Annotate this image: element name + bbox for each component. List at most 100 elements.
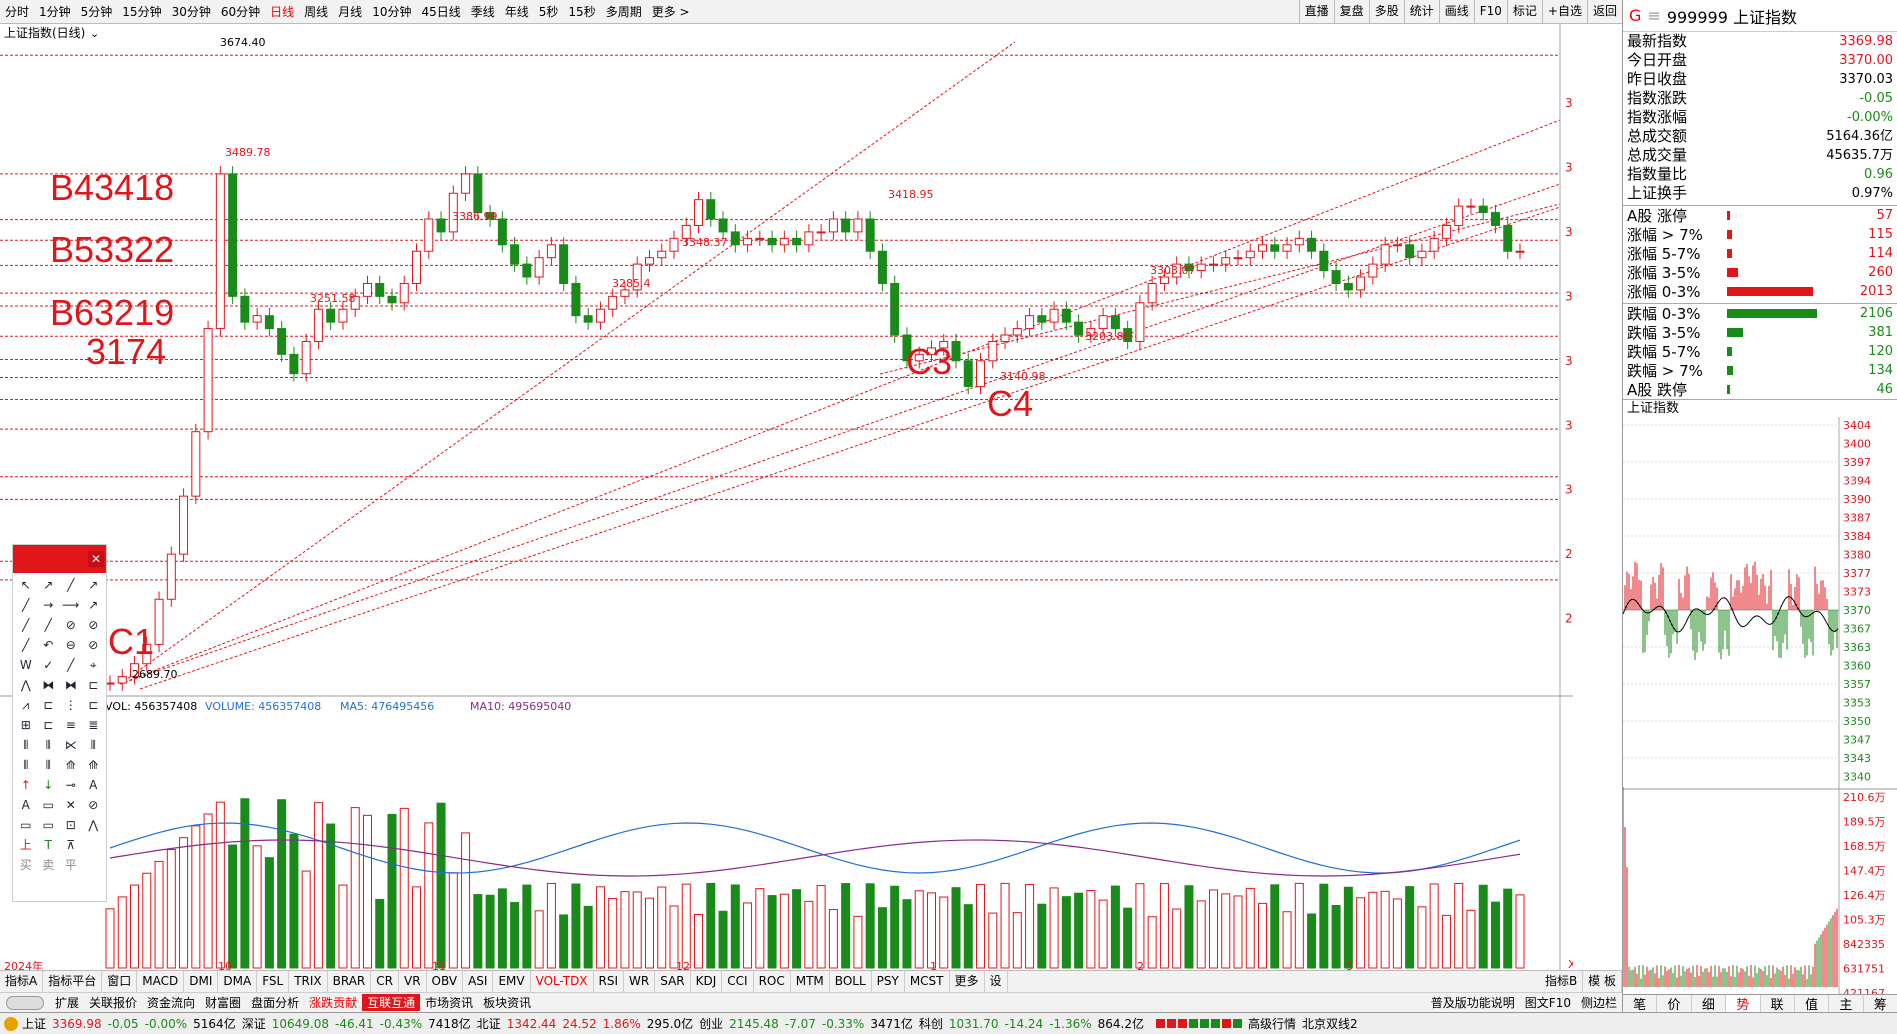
period-5[interactable]: 60分钟 <box>220 5 261 19</box>
draw-tool-icon-52[interactable]: 上 <box>19 838 32 852</box>
panel-tab-6[interactable]: 主 <box>1829 995 1864 1016</box>
draw-tool-icon-49[interactable]: ▭ <box>42 818 54 832</box>
draw-tool-icon-17[interactable]: ✓ <box>43 658 54 672</box>
tool-button-0[interactable]: 直播 <box>1298 0 1334 24</box>
period-14[interactable]: 15秒 <box>568 5 596 19</box>
sub-tab-right-2[interactable]: 侧边栏 <box>1580 996 1617 1010</box>
panel-tab-4[interactable]: 联 <box>1761 995 1795 1016</box>
indicator-tab-23[interactable]: PSY <box>872 971 905 992</box>
draw-tool-icon-43[interactable]: A <box>89 778 98 792</box>
draw-tool-icon-50[interactable]: ⊡ <box>65 818 76 832</box>
indicator-tab-11[interactable]: OBV <box>427 971 464 992</box>
period-8[interactable]: 月线 <box>338 5 363 19</box>
draw-tool-icon-26[interactable]: ⋮ <box>64 698 77 712</box>
indicator-tab-8[interactable]: BRAR <box>328 971 372 992</box>
period-12[interactable]: 年线 <box>504 5 529 19</box>
draw-tool-icon-16[interactable]: W <box>19 658 32 672</box>
draw-tool-icon-7[interactable]: ↗ <box>88 598 99 612</box>
tool-button-3[interactable]: 统计 <box>1403 0 1439 24</box>
draw-tool-icon-1[interactable]: ↗ <box>43 578 54 592</box>
draw-tool-icon-20[interactable]: ⋀ <box>20 678 31 692</box>
draw-tool-icon-41[interactable]: ↓ <box>43 778 54 792</box>
period-6[interactable]: 日线 <box>270 5 295 19</box>
draw-tool-icon-29[interactable]: ⊏ <box>43 718 54 732</box>
indicator-tab-21[interactable]: MTM <box>791 971 830 992</box>
indicator-right-1[interactable]: 模 板 <box>1583 971 1622 992</box>
indicator-tab-19[interactable]: CCI <box>722 971 754 992</box>
draw-tool-icon-35[interactable]: ⦀ <box>90 738 96 752</box>
sub-tab-right-1[interactable]: 图文F10 <box>1524 996 1571 1010</box>
sub-tab-right-0[interactable]: 普及版功能说明 <box>1430 996 1515 1010</box>
indicator-tab-22[interactable]: BOLL <box>830 971 872 992</box>
indicator-tab-24[interactable]: MCST <box>905 971 950 992</box>
period-13[interactable]: 5秒 <box>538 5 559 19</box>
sub-tab-0[interactable]: 扩展 <box>55 996 80 1010</box>
sub-tab-8[interactable]: 板块资讯 <box>483 996 532 1010</box>
draw-tool-icon-2[interactable]: ╱ <box>67 578 75 592</box>
draw-tool-icon-33[interactable]: ⦀ <box>45 738 51 752</box>
draw-tool-icon-14[interactable]: ⊖ <box>65 638 76 652</box>
panel-tab-2[interactable]: 细 <box>1692 995 1727 1016</box>
draw-tool-icon-59[interactable] <box>83 856 105 875</box>
indicator-tab-18[interactable]: KDJ <box>691 971 723 992</box>
tool-button-8[interactable]: 返回 <box>1586 0 1622 24</box>
tool-button-1[interactable]: 复盘 <box>1333 0 1369 24</box>
draw-tool-icon-23[interactable]: ⊏ <box>88 678 99 692</box>
tool-button-4[interactable]: 画线 <box>1438 0 1474 24</box>
panel-tab-1[interactable]: 价 <box>1657 995 1692 1016</box>
toggle-switch[interactable] <box>6 995 44 1010</box>
draw-tool-icon-53[interactable]: T <box>44 838 52 852</box>
draw-tool-icon-40[interactable]: ↑ <box>20 778 31 792</box>
adv-quote-link[interactable]: 高级行情 <box>1248 1017 1297 1031</box>
period-10[interactable]: 45日线 <box>421 5 461 19</box>
period-7[interactable]: 周线 <box>304 5 329 19</box>
draw-tool-icon-3[interactable]: ↗ <box>88 578 99 592</box>
draw-tool-icon-51[interactable]: ⋀ <box>88 818 99 832</box>
kline-chart-area[interactable]: 上证指数(日线) ⌄ 3600 3500 3400 3300 3200 3100 3000 2… <box>0 24 1573 1016</box>
draw-tool-icon-44[interactable]: A <box>21 798 30 812</box>
mini-intraday-chart[interactable]: 3404 3400 3397 3394 3390 3387 3384 3380 3377 3373… <box>1622 417 1897 1025</box>
indicator-tab-3[interactable]: MACD <box>137 971 185 992</box>
draw-tool-icon-32[interactable]: ⦀ <box>23 738 29 752</box>
indicator-tab-17[interactable]: SAR <box>655 971 691 992</box>
draw-tool-icon-19[interactable]: ⌖ <box>89 658 97 672</box>
period-4[interactable]: 30分钟 <box>171 5 211 19</box>
draw-tool-icon-38[interactable]: ⟰ <box>65 758 76 772</box>
draw-tool-icon-36[interactable]: ⦀ <box>23 758 29 772</box>
indicator-tab-14[interactable]: VOL-TDX <box>531 971 594 992</box>
draw-tool-icon-12[interactable]: ╱ <box>22 638 30 652</box>
period-11[interactable]: 季线 <box>470 5 495 19</box>
draw-tool-icon-48[interactable]: ▭ <box>20 818 32 832</box>
draw-tool-icon-0[interactable]: ↖ <box>20 578 31 592</box>
draw-tool-icon-39[interactable]: ⟰ <box>88 758 99 772</box>
sub-tab-5[interactable]: 涨跌贡献 <box>309 996 358 1010</box>
close-icon[interactable]: ✕ <box>88 551 104 567</box>
draw-tool-icon-56[interactable]: 买 <box>19 858 32 872</box>
indicator-tab-4[interactable]: DMI <box>184 971 219 992</box>
panel-tab-5[interactable]: 值 <box>1795 995 1830 1016</box>
draw-tool-icon-28[interactable]: ⊞ <box>20 718 31 732</box>
draw-tool-icon-10[interactable]: ⊘ <box>65 618 76 632</box>
panel-tab-0[interactable]: 笔 <box>1623 995 1658 1016</box>
indicator-tab-13[interactable]: EMV <box>493 971 531 992</box>
indicator-tab-26[interactable]: 设 <box>985 971 1008 992</box>
indicator-tab-16[interactable]: WR <box>624 971 656 992</box>
sub-tab-6[interactable]: 互联互通 <box>362 994 421 1011</box>
server-line[interactable]: 北京双线2 <box>1302 1017 1358 1031</box>
period-0[interactable]: 分时 <box>5 5 30 19</box>
toolbox-header[interactable]: ✕ <box>13 545 106 573</box>
period-9[interactable]: 10分钟 <box>372 5 412 19</box>
draw-tool-icon-34[interactable]: ⋉ <box>64 738 77 752</box>
indicator-tab-25[interactable]: 更多 <box>950 971 985 992</box>
indicator-tab-5[interactable]: DMA <box>218 971 258 992</box>
period-16[interactable]: 更多 > <box>651 5 690 19</box>
draw-tool-icon-58[interactable]: 平 <box>64 858 77 872</box>
draw-tool-icon-24[interactable]: ⩘ <box>22 698 30 712</box>
draw-tool-icon-31[interactable]: ≣ <box>88 718 99 732</box>
draw-tool-icon-4[interactable]: ╱ <box>22 598 30 612</box>
draw-tool-icon-22[interactable]: ⧓ <box>64 678 77 692</box>
draw-tool-icon-8[interactable]: ╱ <box>22 618 30 632</box>
draw-tool-icon-13[interactable]: ↶ <box>43 638 54 652</box>
draw-tool-icon-45[interactable]: ▭ <box>42 798 54 812</box>
draw-tool-icon-47[interactable]: ⊘ <box>88 798 99 812</box>
